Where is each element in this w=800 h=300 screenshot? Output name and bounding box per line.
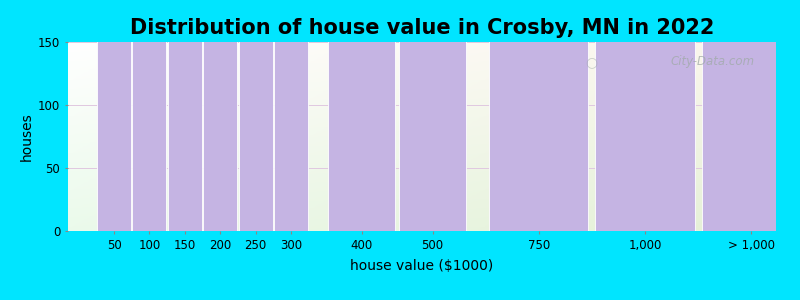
Bar: [274, 0, 308, 231]
Y-axis label: houses: houses: [20, 112, 34, 161]
Bar: [328, 0, 395, 231]
X-axis label: house value ($1000): house value ($1000): [350, 259, 494, 273]
Bar: [238, 0, 273, 231]
Title: Distribution of house value in Crosby, MN in 2022: Distribution of house value in Crosby, M…: [130, 18, 714, 38]
Bar: [702, 0, 800, 231]
Bar: [399, 0, 466, 231]
Bar: [203, 0, 238, 231]
Bar: [490, 0, 588, 231]
Bar: [97, 0, 131, 231]
Text: ○: ○: [585, 55, 597, 69]
Text: City-Data.com: City-Data.com: [670, 55, 754, 68]
Bar: [168, 0, 202, 231]
Bar: [595, 0, 694, 231]
Bar: [133, 0, 166, 231]
